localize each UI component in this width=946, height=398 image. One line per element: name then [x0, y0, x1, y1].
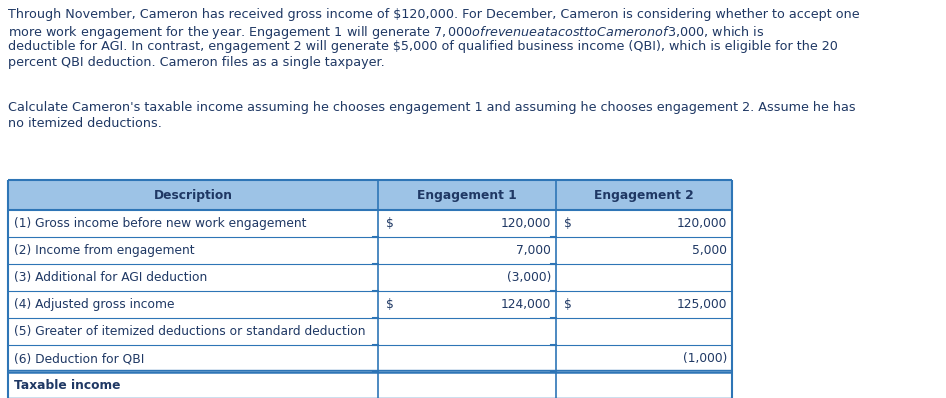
Text: 5,000: 5,000	[692, 244, 727, 257]
Text: 125,000: 125,000	[676, 298, 727, 311]
Text: Description: Description	[153, 189, 233, 201]
Text: Through November, Cameron has received gross income of $120,000. For December, C: Through November, Cameron has received g…	[8, 8, 860, 21]
Text: Taxable income: Taxable income	[14, 379, 120, 392]
Bar	[8, 180, 732, 210]
Text: $: $	[564, 298, 571, 311]
Bar	[8, 210, 732, 237]
Text: (1,000): (1,000)	[683, 352, 727, 365]
Text: (3,000): (3,000)	[507, 271, 551, 284]
Bar	[8, 264, 732, 291]
Text: 120,000: 120,000	[676, 217, 727, 230]
Text: (1) Gross income before new work engagement: (1) Gross income before new work engagem…	[14, 217, 307, 230]
Text: (5) Greater of itemized deductions or standard deduction: (5) Greater of itemized deductions or st…	[14, 325, 365, 338]
Text: 120,000: 120,000	[500, 217, 551, 230]
Bar	[8, 237, 732, 264]
Text: 124,000: 124,000	[500, 298, 551, 311]
Text: (2) Income from engagement: (2) Income from engagement	[14, 244, 195, 257]
Text: (3) Additional for AGI deduction: (3) Additional for AGI deduction	[14, 271, 207, 284]
Text: deductible for AGI. In contrast, engagement 2 will generate $5,000 of qualified : deductible for AGI. In contrast, engagem…	[8, 40, 838, 53]
Bar	[8, 345, 732, 372]
Text: (6) Deduction for QBI: (6) Deduction for QBI	[14, 352, 145, 365]
Bar	[8, 291, 732, 318]
Text: more work engagement for the year. Engagement 1 will generate $7,000 of revenue : more work engagement for the year. Engag…	[8, 24, 764, 41]
Text: Calculate Cameron's taxable income assuming he chooses engagement 1 and assuming: Calculate Cameron's taxable income assum…	[8, 101, 855, 114]
Bar	[8, 318, 732, 345]
Text: percent QBI deduction. Cameron files as a single taxpayer.: percent QBI deduction. Cameron files as …	[8, 56, 385, 69]
Text: Engagement 1: Engagement 1	[417, 189, 517, 201]
Text: $: $	[564, 217, 571, 230]
Text: (4) Adjusted gross income: (4) Adjusted gross income	[14, 298, 174, 311]
Text: $: $	[386, 217, 394, 230]
Text: Engagement 2: Engagement 2	[594, 189, 693, 201]
Text: no itemized deductions.: no itemized deductions.	[8, 117, 162, 130]
Text: $: $	[386, 298, 394, 311]
Bar	[8, 372, 732, 398]
Text: 7,000: 7,000	[517, 244, 551, 257]
